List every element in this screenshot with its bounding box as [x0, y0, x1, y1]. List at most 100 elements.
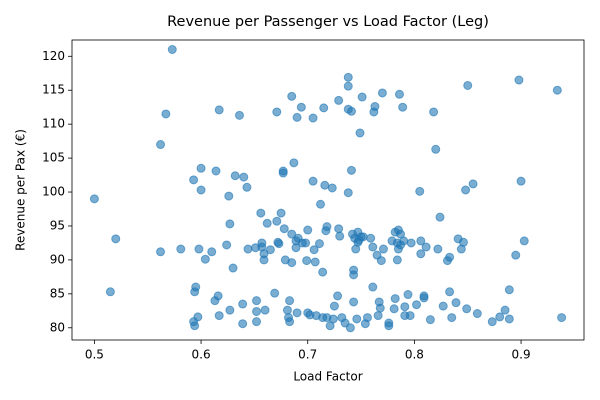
point: [194, 313, 202, 321]
point: [347, 166, 355, 174]
point: [201, 255, 209, 263]
point: [430, 108, 438, 116]
x-tick-label: 0.9: [512, 348, 531, 362]
point: [162, 110, 170, 118]
point: [501, 306, 509, 314]
y-tick-label: 90: [50, 252, 65, 266]
point: [520, 237, 528, 245]
point: [290, 159, 298, 167]
y-tick-label: 95: [50, 218, 65, 232]
x-tick-label: 0.6: [192, 348, 211, 362]
chart-title: Revenue per Passenger vs Load Factor (Le…: [167, 14, 489, 30]
point: [344, 73, 352, 81]
point: [464, 81, 472, 89]
point: [359, 233, 367, 241]
point: [347, 107, 355, 115]
point: [266, 246, 274, 254]
point: [243, 183, 251, 191]
point: [253, 297, 261, 305]
point: [323, 223, 331, 231]
point: [208, 248, 216, 256]
point: [215, 106, 223, 114]
x-axis-label: Load Factor: [293, 370, 362, 384]
point: [336, 232, 344, 240]
point: [407, 239, 415, 247]
point: [177, 245, 185, 253]
point: [426, 316, 434, 324]
point: [406, 312, 414, 320]
point: [212, 167, 220, 175]
point: [488, 318, 496, 326]
point: [260, 256, 268, 264]
point: [416, 187, 424, 195]
y-tick-label: 120: [42, 49, 65, 63]
point: [446, 288, 454, 296]
point: [558, 314, 566, 322]
point: [303, 257, 311, 265]
point: [413, 301, 421, 309]
point: [344, 189, 352, 197]
point: [239, 320, 247, 328]
point: [226, 306, 234, 314]
point: [288, 259, 296, 267]
point: [356, 129, 364, 137]
point: [462, 186, 470, 194]
point: [496, 313, 504, 321]
point: [393, 256, 401, 264]
point: [346, 324, 354, 332]
point: [367, 234, 375, 242]
point: [350, 271, 358, 279]
point: [469, 180, 477, 188]
point: [344, 82, 352, 90]
point: [436, 213, 444, 221]
point: [369, 243, 377, 251]
point: [275, 240, 283, 248]
point: [321, 181, 329, 189]
point: [273, 108, 281, 116]
point: [329, 315, 337, 323]
point: [273, 217, 281, 225]
point: [157, 141, 165, 149]
point: [400, 237, 408, 245]
point: [190, 176, 198, 184]
point: [335, 96, 343, 104]
point: [311, 258, 319, 266]
point: [363, 314, 371, 322]
point: [517, 177, 525, 185]
point: [297, 103, 305, 111]
point: [277, 209, 285, 217]
y-tick-label: 110: [42, 117, 65, 131]
point: [446, 253, 454, 261]
point: [244, 245, 252, 253]
point: [286, 297, 294, 305]
y-tick-label: 115: [42, 83, 65, 97]
point: [261, 306, 269, 314]
point: [391, 295, 399, 303]
point: [439, 302, 447, 310]
point: [401, 303, 409, 311]
point: [377, 257, 385, 265]
point: [280, 225, 288, 233]
point: [515, 76, 523, 84]
point: [399, 103, 407, 111]
point: [505, 315, 513, 323]
point: [283, 306, 291, 314]
point: [395, 90, 403, 98]
point: [106, 288, 114, 296]
point: [157, 248, 165, 256]
point: [263, 219, 271, 227]
point: [434, 245, 442, 253]
point: [376, 304, 384, 312]
point: [459, 238, 467, 246]
point: [211, 297, 219, 305]
point: [420, 294, 428, 302]
point: [271, 289, 279, 297]
point: [293, 113, 301, 121]
point: [223, 241, 231, 249]
point: [197, 186, 205, 194]
point: [512, 251, 520, 259]
point: [330, 302, 338, 310]
point: [417, 250, 425, 258]
point: [334, 292, 342, 300]
